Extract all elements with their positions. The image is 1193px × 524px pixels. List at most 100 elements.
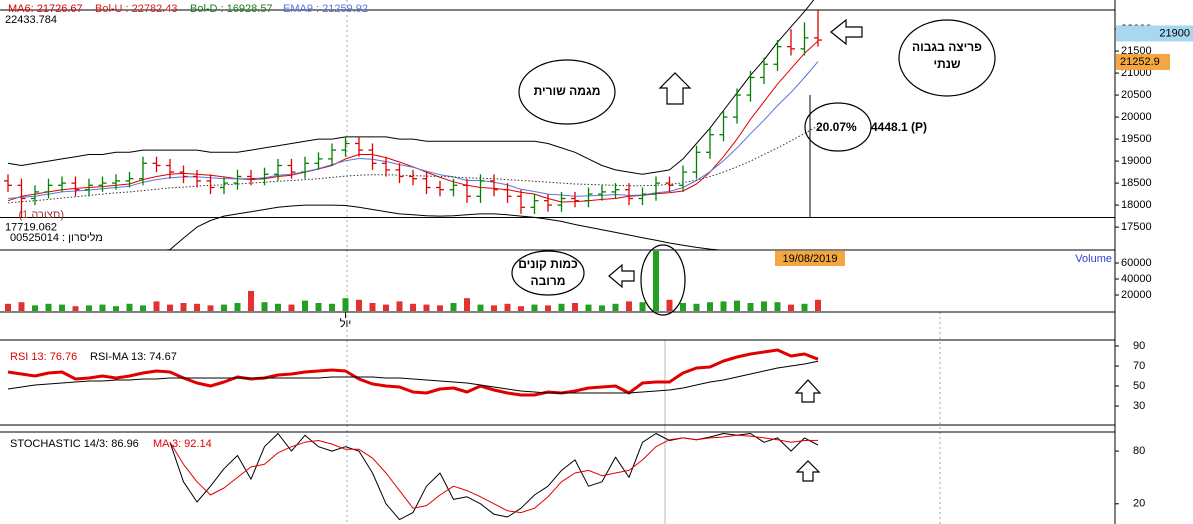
x-tick-label: יול — [340, 317, 352, 330]
volume-bar — [72, 306, 79, 311]
series-line — [160, 204, 726, 250]
volume-bar — [437, 305, 443, 311]
volume-bar — [801, 303, 808, 311]
volume-bar — [491, 305, 497, 311]
price-pane — [4, 0, 822, 250]
volume-bar — [558, 303, 565, 311]
volume-bar — [167, 304, 173, 311]
y-tick-label: 17500 — [1121, 221, 1152, 233]
y-tick-label: 20000 — [1121, 289, 1152, 301]
volume-bar — [815, 299, 821, 311]
volume-bar — [288, 304, 295, 311]
legend-entry: Bol-U : 22782.43 — [95, 3, 178, 15]
y-tick-label: 18000 — [1121, 199, 1152, 211]
y-tick-label: 60000 — [1121, 257, 1152, 269]
volume-bar — [531, 304, 538, 311]
symbol-label: 00525014 : מליסרון — [10, 231, 103, 244]
volume-bar — [450, 303, 457, 311]
legend-entry: STOCHASTIC 14/3: 86.96 — [10, 438, 139, 450]
volume-bar — [369, 303, 376, 311]
volume-title: Volume — [1075, 253, 1112, 265]
volume-pane — [5, 251, 821, 311]
volume-bar — [734, 300, 740, 311]
annotation: פריצה בגבוה — [912, 40, 982, 54]
legend-entry: MA6: 21726.67 — [8, 3, 83, 15]
volume-bar — [612, 303, 619, 311]
arrow-up — [658, 72, 692, 105]
volume-bar — [585, 304, 592, 311]
volume-bar — [221, 304, 227, 311]
crosshair-price: 21900 — [1159, 27, 1190, 39]
volume-bar — [599, 305, 605, 311]
crosshair-date: 19/08/2019 — [782, 253, 837, 265]
annotation-ellipse — [804, 102, 872, 152]
legend-entry: Bol-D : 16928.57 — [190, 3, 273, 15]
volume-bar — [315, 303, 322, 311]
volume-bar — [693, 303, 700, 311]
volume-bar — [302, 300, 308, 311]
volume-bar — [140, 305, 146, 311]
annotation: 4448.1 (P) — [871, 120, 927, 134]
y-tick-label: 90 — [1133, 340, 1145, 352]
volume-bar — [464, 298, 470, 311]
volume-bar — [32, 305, 38, 311]
volume-bar — [99, 304, 106, 311]
volume-bar — [653, 251, 659, 311]
volume-bar — [680, 303, 686, 311]
volume-bar — [504, 303, 511, 311]
volume-bar — [356, 299, 362, 311]
y-tick-label: 70 — [1133, 360, 1145, 372]
legend-entry: RSI 13: 76.76 — [10, 351, 77, 363]
volume-bar — [572, 303, 578, 311]
y-tick-label: 19500 — [1121, 133, 1152, 145]
y-tick-label: 50 — [1133, 380, 1145, 392]
volume-bar — [720, 301, 727, 311]
volume-bar — [707, 302, 713, 311]
volume-bar — [113, 306, 119, 311]
annotation: מרובה — [530, 274, 565, 288]
extreme-label: 17719.062 — [5, 221, 57, 233]
y-tick-label: 19000 — [1121, 155, 1152, 167]
y-tick-label: 30 — [1133, 400, 1145, 412]
arrow-up — [795, 460, 821, 482]
volume-bar — [774, 302, 781, 311]
stochastic-pane — [169, 433, 819, 521]
volume-bar — [545, 305, 551, 311]
volume-bar — [518, 306, 524, 311]
volume-bar — [396, 301, 403, 311]
volume-bar — [234, 303, 241, 311]
y-tick-label: 18500 — [1121, 177, 1152, 189]
annotation: שנתי — [933, 57, 960, 71]
volume-bar — [383, 304, 389, 311]
series-line — [7, 0, 815, 175]
legend-entry: EMA9 : 21259.92 — [283, 3, 368, 15]
annotation: כמות קונים — [518, 257, 578, 271]
legend-entry: MA 3: 92.14 — [153, 438, 212, 450]
y-tick-label: 21000 — [1121, 67, 1152, 79]
ema-box — [1116, 53, 1170, 70]
volume-bar — [761, 301, 767, 311]
volume-bar — [477, 304, 484, 311]
volume-bar — [626, 301, 632, 311]
y-tick-label: 40000 — [1121, 273, 1152, 285]
arrow-up — [794, 379, 822, 403]
volume-bar — [86, 305, 92, 311]
volume-bar — [666, 299, 673, 311]
annotation: 20.07% — [816, 120, 857, 134]
y-tick-label: 80 — [1133, 445, 1145, 457]
annotation-ellipse — [898, 19, 996, 97]
volume-bar — [153, 301, 160, 311]
series-line — [169, 433, 819, 521]
annotation-ellipse — [640, 244, 686, 316]
volume-bar — [59, 304, 65, 311]
volume-bar — [45, 303, 52, 311]
volume-bar — [5, 303, 11, 311]
legend-entry: RSI-MA 13: 74.67 — [90, 351, 177, 363]
series-line — [7, 360, 819, 394]
volume-bar — [194, 303, 200, 311]
extreme-label: 22433.784 — [5, 14, 57, 26]
y-tick-label: 20500 — [1121, 89, 1152, 101]
config-label: (1 תצורה) — [19, 209, 65, 221]
